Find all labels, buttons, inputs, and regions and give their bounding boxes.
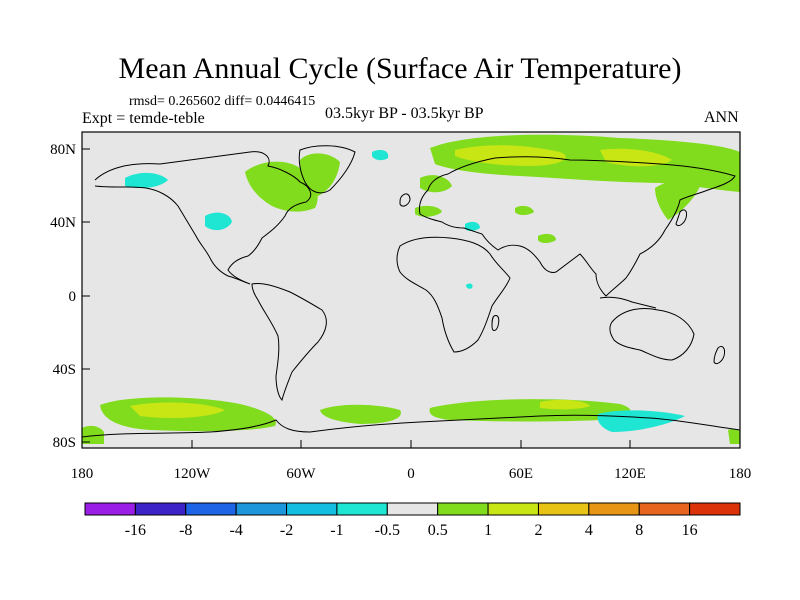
- colorbar: [84, 502, 741, 516]
- colorbar-label: 16: [682, 522, 698, 539]
- anomaly-greenland-green: [300, 153, 340, 196]
- colorbar-label: -16: [125, 522, 146, 539]
- anomaly-canada-green: [245, 161, 318, 212]
- ylabel-0: 0: [69, 289, 77, 305]
- period-subtitle: 03.5kyr BP - 03.5kyr BP: [325, 105, 484, 122]
- anomaly-alaska-cyan: [125, 172, 168, 188]
- ylabel-80s: 80S: [53, 435, 76, 451]
- colorbar-label: -8: [179, 522, 192, 539]
- anomaly-east-asia-green: [655, 181, 700, 220]
- coastline-uk: [399, 193, 411, 207]
- xlabel-60w: 60W: [286, 466, 316, 482]
- ylabel-40n: 40N: [50, 215, 76, 231]
- colorbar-box: [235, 502, 288, 516]
- coastline-japan: [675, 209, 687, 227]
- xlabel-120w: 120W: [174, 466, 212, 482]
- anomaly-indian-yellow: [540, 399, 590, 410]
- coastline-north-america: [94, 151, 312, 285]
- anomaly-europe-green: [415, 205, 442, 217]
- colorbar-box: [134, 502, 187, 516]
- coastline-australia: [609, 308, 695, 361]
- colorbar-box: [336, 502, 388, 516]
- anomaly-atlantic-cyan: [466, 283, 473, 289]
- colorbar-label: 1: [484, 522, 492, 539]
- colorbar-labels: -16 -8 -4 -2 -1 -0.5 0.5 1 2 4 8 16: [125, 522, 698, 539]
- anomaly-fields: [82, 134, 740, 444]
- colorbar-box: [588, 502, 640, 516]
- xlabel-60e: 60E: [509, 466, 533, 482]
- anomaly-south-pacific-yellow: [130, 402, 225, 418]
- x-ticks: [191, 440, 631, 448]
- colorbar-label: 0.5: [428, 522, 448, 539]
- map-background: [82, 132, 740, 448]
- y-ticks: [82, 148, 90, 443]
- colorbar-label: 2: [534, 522, 542, 539]
- coastline-africa: [396, 236, 511, 353]
- xlabel-0: 0: [407, 466, 415, 482]
- anomaly-ross-green: [82, 425, 104, 444]
- coastlines: [81, 145, 741, 438]
- anomaly-caspian-green: [515, 205, 534, 215]
- colorbar-box: [185, 502, 237, 516]
- ylabel-40s: 40S: [53, 362, 76, 378]
- colorbar-box: [286, 502, 338, 516]
- ylabel-80n: 80N: [50, 142, 76, 158]
- experiment-label: Expt = temde-teble: [82, 110, 205, 127]
- xlabel-180-right: 180: [729, 466, 752, 482]
- colorbar-label: -2: [280, 522, 293, 539]
- anomaly-dateline-green: [728, 429, 740, 444]
- season-label: ANN: [704, 109, 739, 126]
- anomaly-arctic-cyan: [372, 150, 389, 161]
- anomaly-antarctic-cyan: [597, 410, 685, 432]
- coastline-antarctica: [81, 414, 741, 438]
- colorbar-box: [386, 502, 439, 516]
- colorbar-box: [638, 502, 691, 516]
- map-title: Mean Annual Cycle (Surface Air Temperatu…: [118, 52, 682, 85]
- colorbar-box: [84, 502, 136, 516]
- colorbar-label: -1: [330, 522, 343, 539]
- colorbar-label: -0.5: [375, 522, 400, 539]
- xlabel-180-left: 180: [71, 466, 94, 482]
- xlabel-120e: 120E: [614, 466, 646, 482]
- colorbar-label: -4: [229, 522, 242, 539]
- coastline-eurasia: [419, 156, 736, 297]
- anomaly-tibet-green: [538, 233, 556, 243]
- colorbar-box: [689, 502, 741, 516]
- coastline-south-america: [251, 283, 327, 401]
- coastline-madagascar: [491, 315, 500, 331]
- anomaly-south-atlantic-green: [320, 404, 401, 424]
- coastline-greenland: [298, 145, 356, 194]
- colorbar-box: [537, 502, 590, 516]
- anomaly-na-west-cyan: [205, 212, 232, 231]
- colorbar-label: 4: [585, 522, 593, 539]
- coastline-new-zealand: [713, 345, 725, 365]
- colorbar-box: [437, 502, 489, 516]
- anomaly-scandinavia-green: [420, 175, 452, 193]
- rmsd-diff-stats: rmsd= 0.265602 diff= 0.0446415: [129, 94, 316, 109]
- anomaly-med-cyan: [465, 221, 480, 231]
- colorbar-box: [487, 502, 539, 516]
- colorbar-label: 8: [635, 522, 643, 539]
- coastline-indonesia: [599, 296, 657, 309]
